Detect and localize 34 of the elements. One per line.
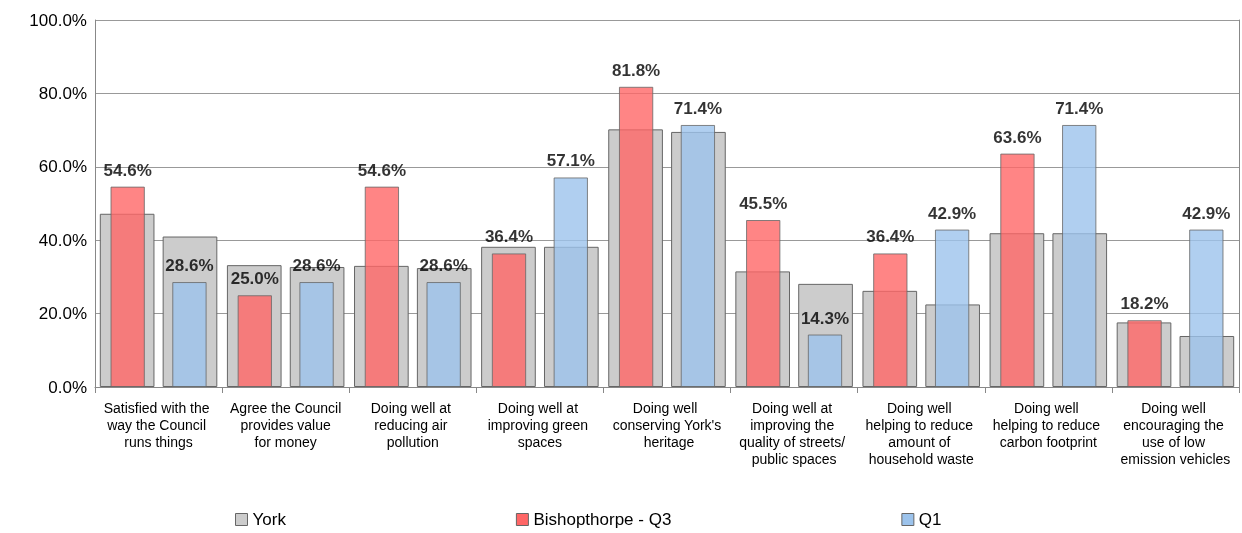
data-label: 42.9%	[928, 203, 977, 223]
x-tick-label: Satisfied with the way the Council runs things	[103, 399, 214, 450]
data-label: 36.4%	[866, 227, 915, 247]
data-label: 14.3%	[800, 308, 850, 328]
x-tick-label: Doing well conserving York's heritage	[612, 399, 722, 450]
x-tick-label: Doing well at improving green spaces	[487, 399, 593, 450]
x-tick-label: Doing well helping to reduce carbon footprint	[992, 399, 1104, 450]
x-tick-label: Doing well at improving the quality of streets/ public spaces	[739, 399, 849, 467]
data-label: 28.6%	[165, 256, 214, 276]
data-label: 81.8%	[612, 60, 661, 80]
legend-label: Bishopthorpe - Q3	[533, 510, 672, 529]
legend-label: York	[252, 510, 287, 529]
data-label: 63.6%	[993, 127, 1042, 147]
data-label: 54.6%	[357, 160, 406, 180]
data-label: 25.0%	[230, 269, 279, 289]
x-tick-label: Doing well helping to reduce amount of household waste	[865, 399, 977, 467]
data-label: 45.5%	[739, 194, 788, 214]
data-label: 57.1%	[546, 151, 595, 171]
legend-label: Q1	[918, 510, 942, 529]
data-label: 71.4%	[673, 98, 722, 118]
data-label: 36.4%	[484, 227, 534, 247]
y-tick-label: 100.0%	[29, 10, 87, 30]
y-tick-label: 40.0%	[38, 230, 87, 250]
data-label: 54.6%	[103, 160, 152, 180]
x-tick-label: Doing well encouraging the use of low emission vehicles	[1120, 399, 1231, 467]
y-tick-label: 80.0%	[38, 83, 87, 103]
data-label: 18.2%	[1120, 294, 1169, 314]
y-tick-label: 0.0%	[48, 377, 87, 397]
data-label: 71.4%	[1055, 98, 1104, 118]
y-tick-label: 20.0%	[38, 304, 87, 324]
y-tick-label: 60.0%	[38, 157, 87, 177]
x-tick-label: Agree the Council provides value for money	[230, 399, 342, 450]
data-label: 42.9%	[1182, 203, 1231, 223]
x-tick-label: Doing well at reducing air pollution	[370, 399, 455, 450]
